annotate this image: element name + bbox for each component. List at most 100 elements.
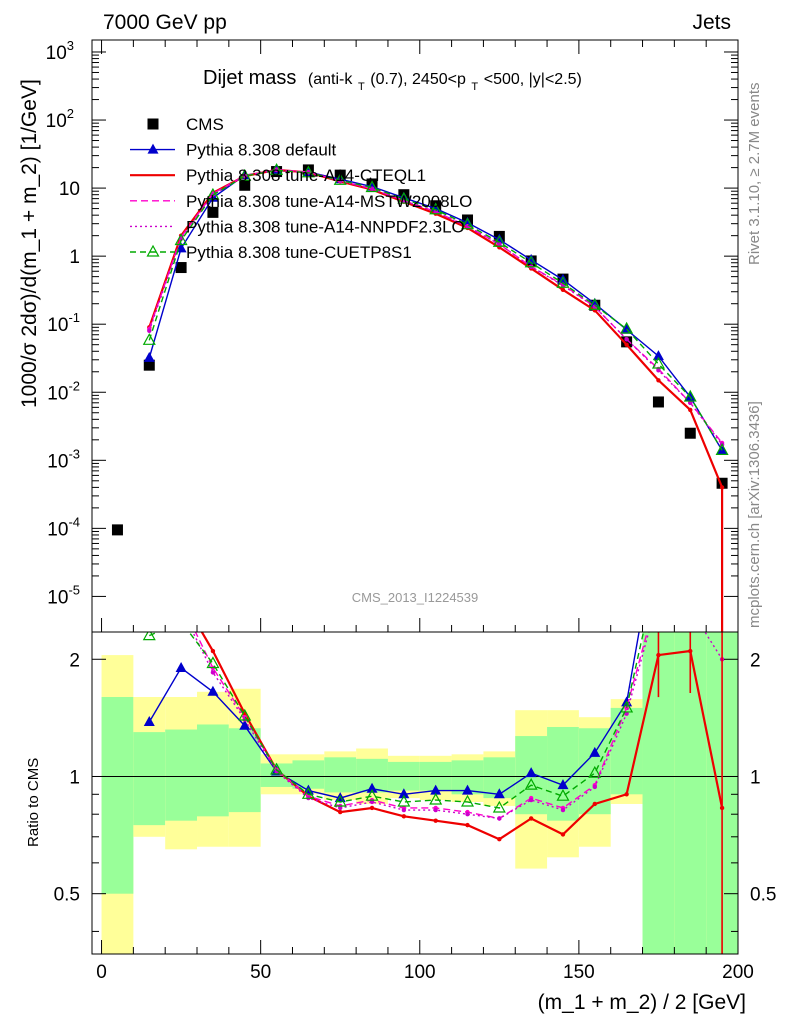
ratio-y-axis-label: Ratio to CMS [25, 758, 42, 847]
series-5-ratio-point [397, 794, 411, 807]
axes: 0 50 100 150 20010-510-410-310-210-111010210… [46, 38, 777, 983]
series-4-point [497, 241, 502, 247]
ratio-frame [91, 631, 739, 955]
ratio-band-green [228, 728, 261, 813]
series-5-point [429, 202, 443, 215]
series-4-ratio-point [369, 799, 375, 805]
series-2-point [688, 407, 693, 413]
x-tick-label: 100 [404, 962, 436, 983]
series-5-point [174, 233, 188, 246]
series-2-ratio-point [528, 816, 534, 821]
ratio-band-green [324, 757, 357, 793]
legend-marker [146, 244, 160, 257]
series-5-ratio-point [460, 794, 475, 807]
series-5-point [651, 356, 665, 369]
series-4-point [147, 328, 152, 333]
series-4-ratio-point [688, 606, 692, 610]
series-1-ratio-point [366, 782, 378, 793]
chart-title: Dijet mass (anti-k T (0.7), 2450<p T <50… [203, 67, 582, 95]
header-left: 7000 GeV pp [103, 11, 227, 34]
chart-title-main: Dijet mass [203, 67, 296, 89]
series-4-ratio-point [338, 805, 343, 811]
y-tick-label: 10-4 [47, 514, 80, 540]
rivet-label: Rivet 3.1.10, ≥ 2.7M events [746, 83, 763, 266]
series-2-ratio-point [465, 822, 470, 828]
series-5-ratio-point [301, 787, 315, 799]
ratio-tick-label-right: 2 [750, 650, 761, 671]
legend-label: Pythia 8.308 default [186, 141, 337, 160]
chart-title-sub: T [471, 81, 478, 93]
cms-data-point [175, 262, 187, 274]
series-3-ratio-point [688, 600, 692, 604]
series-5-ratio-point [238, 708, 252, 721]
series-1-ratio-point [239, 719, 251, 730]
legend: CMS Pythia 8.308 default Pythia 8.308 tune… [130, 115, 472, 262]
chart-title-part: <500, |y|<2.5) [484, 71, 582, 88]
series-2-point [560, 287, 566, 293]
series-2-point [624, 342, 629, 347]
header-right: Jets [692, 11, 731, 34]
series-5-ratio-point [365, 788, 379, 801]
series-5-ratio-point [685, 569, 696, 579]
series-5-ratio-point [429, 792, 443, 805]
series-4-ratio-point [560, 807, 566, 813]
series-5-ratio-curve [148, 632, 645, 809]
series-1-ratio-point [589, 746, 601, 757]
ratio-band-green [133, 732, 166, 826]
y-tick-base: 10 [47, 315, 68, 336]
series-5-point [683, 389, 697, 402]
series-2-ratio-point [560, 832, 566, 837]
y-tick-exponent: 3 [67, 38, 74, 53]
series-4-ratio-point [401, 807, 407, 813]
series-4-ratio-point [465, 812, 470, 817]
series-5-ratio-point [176, 616, 187, 626]
cms-data-point [207, 206, 219, 218]
ratio-tick-label: 1 [69, 767, 80, 788]
y-tick-label: 10-2 [47, 378, 80, 404]
series-5-point [142, 333, 156, 345]
y-tick-label: 1 [69, 247, 80, 268]
ratio-band-green [101, 697, 134, 894]
series-1-point [652, 350, 664, 361]
cms-data-point [111, 524, 123, 536]
series-5-ratio-point [524, 777, 538, 790]
series-5-point [238, 168, 252, 181]
ratio-tick-label-right: 0.5 [750, 885, 776, 906]
y-tick-base: 10 [47, 587, 68, 608]
y-tick-base: 10 [46, 111, 67, 132]
series-2-ratio-point [210, 648, 216, 654]
series-1-ratio-point [653, 516, 664, 526]
series-1-ratio-point [462, 784, 474, 795]
series-5-point [492, 235, 506, 247]
cms-data-point [143, 359, 155, 371]
series-1-ratio-point [493, 788, 505, 799]
series-2-ratio-point [624, 792, 629, 797]
x-tick-label: 50 [250, 962, 271, 983]
cms-data-point [716, 477, 728, 489]
y-tick-exponent: -1 [68, 310, 80, 325]
series-5-ratio-point [142, 632, 156, 641]
series-5-ratio-point [270, 762, 284, 775]
series-4-point [624, 337, 629, 342]
series-5-point [301, 165, 315, 178]
ratio-band-green [165, 729, 198, 821]
series-1-ratio-point [175, 661, 187, 672]
y-tick-label: 103 [46, 38, 74, 64]
series-4-ratio-point [433, 807, 438, 813]
series-4-ratio-point [210, 670, 216, 675]
series-2-ratio-point [369, 805, 375, 811]
series-5-point [524, 255, 538, 268]
series-2-curve [148, 168, 724, 632]
x-axis-label: (m_1 + m_2) / 2 [GeV] [538, 991, 746, 1014]
series-5-point [206, 187, 220, 200]
y-tick-label: 10-3 [47, 446, 80, 472]
series-1-ratio-point [685, 559, 696, 569]
series-2-ratio-point [338, 809, 343, 815]
series-2-ratio-point [401, 814, 407, 819]
series-4-ratio-point [147, 572, 151, 576]
y-tick-label: 10-1 [47, 310, 80, 336]
series-1-point [143, 351, 155, 362]
series-5-ratio-point [556, 788, 570, 801]
y-tick-base: 10 [47, 451, 68, 472]
y-tick-exponent: -3 [68, 446, 80, 461]
